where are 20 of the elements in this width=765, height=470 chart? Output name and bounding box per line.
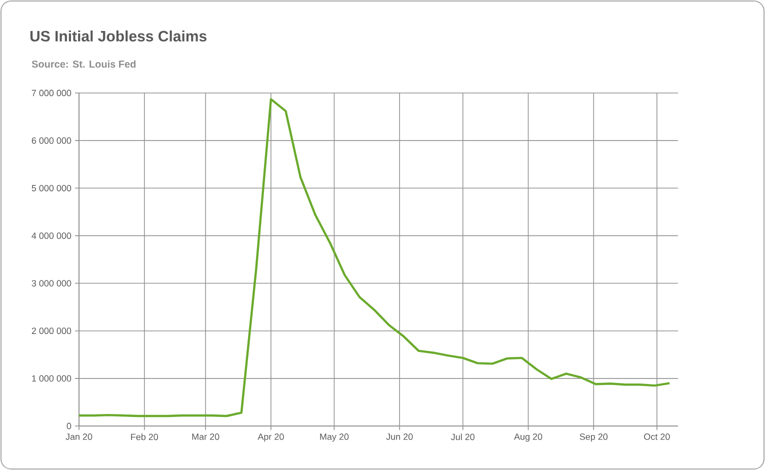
y-tick-label: 3 000 000 <box>32 280 72 286</box>
y-tick-label: 1 000 000 <box>32 375 72 382</box>
x-tick-label: Jun 20 <box>386 434 413 440</box>
y-tick-label: 0 <box>66 422 72 430</box>
y-tick-label: 2 000 000 <box>32 328 72 334</box>
chart-title: US Initial Jobless Claims <box>30 30 206 42</box>
y-tick-label: 7 000 000 <box>32 90 72 96</box>
x-tick-label: Aug 20 <box>514 434 542 442</box>
y-tick-label: 6 000 000 <box>32 137 72 144</box>
x-tick-label: Jul 20 <box>451 434 475 440</box>
x-tick-label: Apr 20 <box>258 434 284 442</box>
x-tick-label: Mar 20 <box>192 434 220 440</box>
x-tick-label: May 20 <box>320 434 349 442</box>
x-tick-label: Feb 20 <box>131 434 158 440</box>
chart-subtitle: Source: St. Louis Fed <box>32 60 136 68</box>
y-tick-label: 4 000 000 <box>32 232 72 239</box>
y-tick-label: 5 000 000 <box>32 184 72 192</box>
x-tick-label: Jan 20 <box>66 434 92 440</box>
x-tick-label: Oct 20 <box>644 434 670 440</box>
x-tick-label: Sep 20 <box>580 434 608 442</box>
